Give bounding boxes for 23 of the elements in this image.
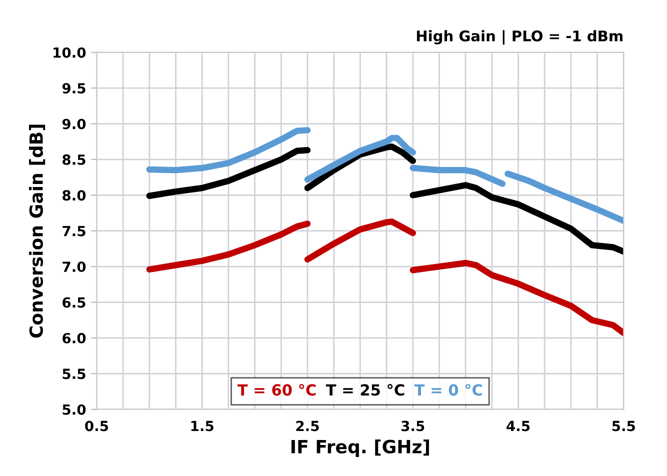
x-tick-label: 5.5 (612, 420, 635, 432)
y-tick-label: 7.0 (62, 262, 86, 272)
y-tick-label: 8.0 (62, 190, 86, 201)
x-axis-title: IF Freq. [GHz] (292, 439, 429, 457)
x-tick-label: 4.5 (506, 420, 530, 432)
y-tick-label: 10.0 (54, 47, 86, 58)
x-tick-label: 0.5 (85, 420, 108, 432)
y-tick-label: 5.5 (62, 368, 86, 380)
text: T = 25 °C (326, 384, 404, 396)
y-tick-label: 7.5 (62, 226, 86, 236)
text: T = 60 °C (237, 384, 316, 396)
x-tick-label: 3.5 (402, 420, 424, 432)
x-tick-label: 1.5 (191, 420, 214, 432)
y-tick-label: 9.5 (62, 83, 86, 94)
y-tick-label: 8.5 (62, 154, 86, 165)
x-tick-label: 2.5 (296, 420, 319, 432)
y-tick-label: 5.0 (62, 404, 86, 415)
y-axis-title: Conversion Gain [dB] (29, 124, 46, 338)
y-tick-label: 9.0 (62, 118, 86, 130)
y-tick-label: 6.0 (62, 332, 86, 344)
text: T = 0 °C (414, 384, 482, 396)
chart-title: High Gain | PLO = -1 dBm (416, 30, 622, 45)
y-tick-label: 6.5 (62, 297, 86, 308)
